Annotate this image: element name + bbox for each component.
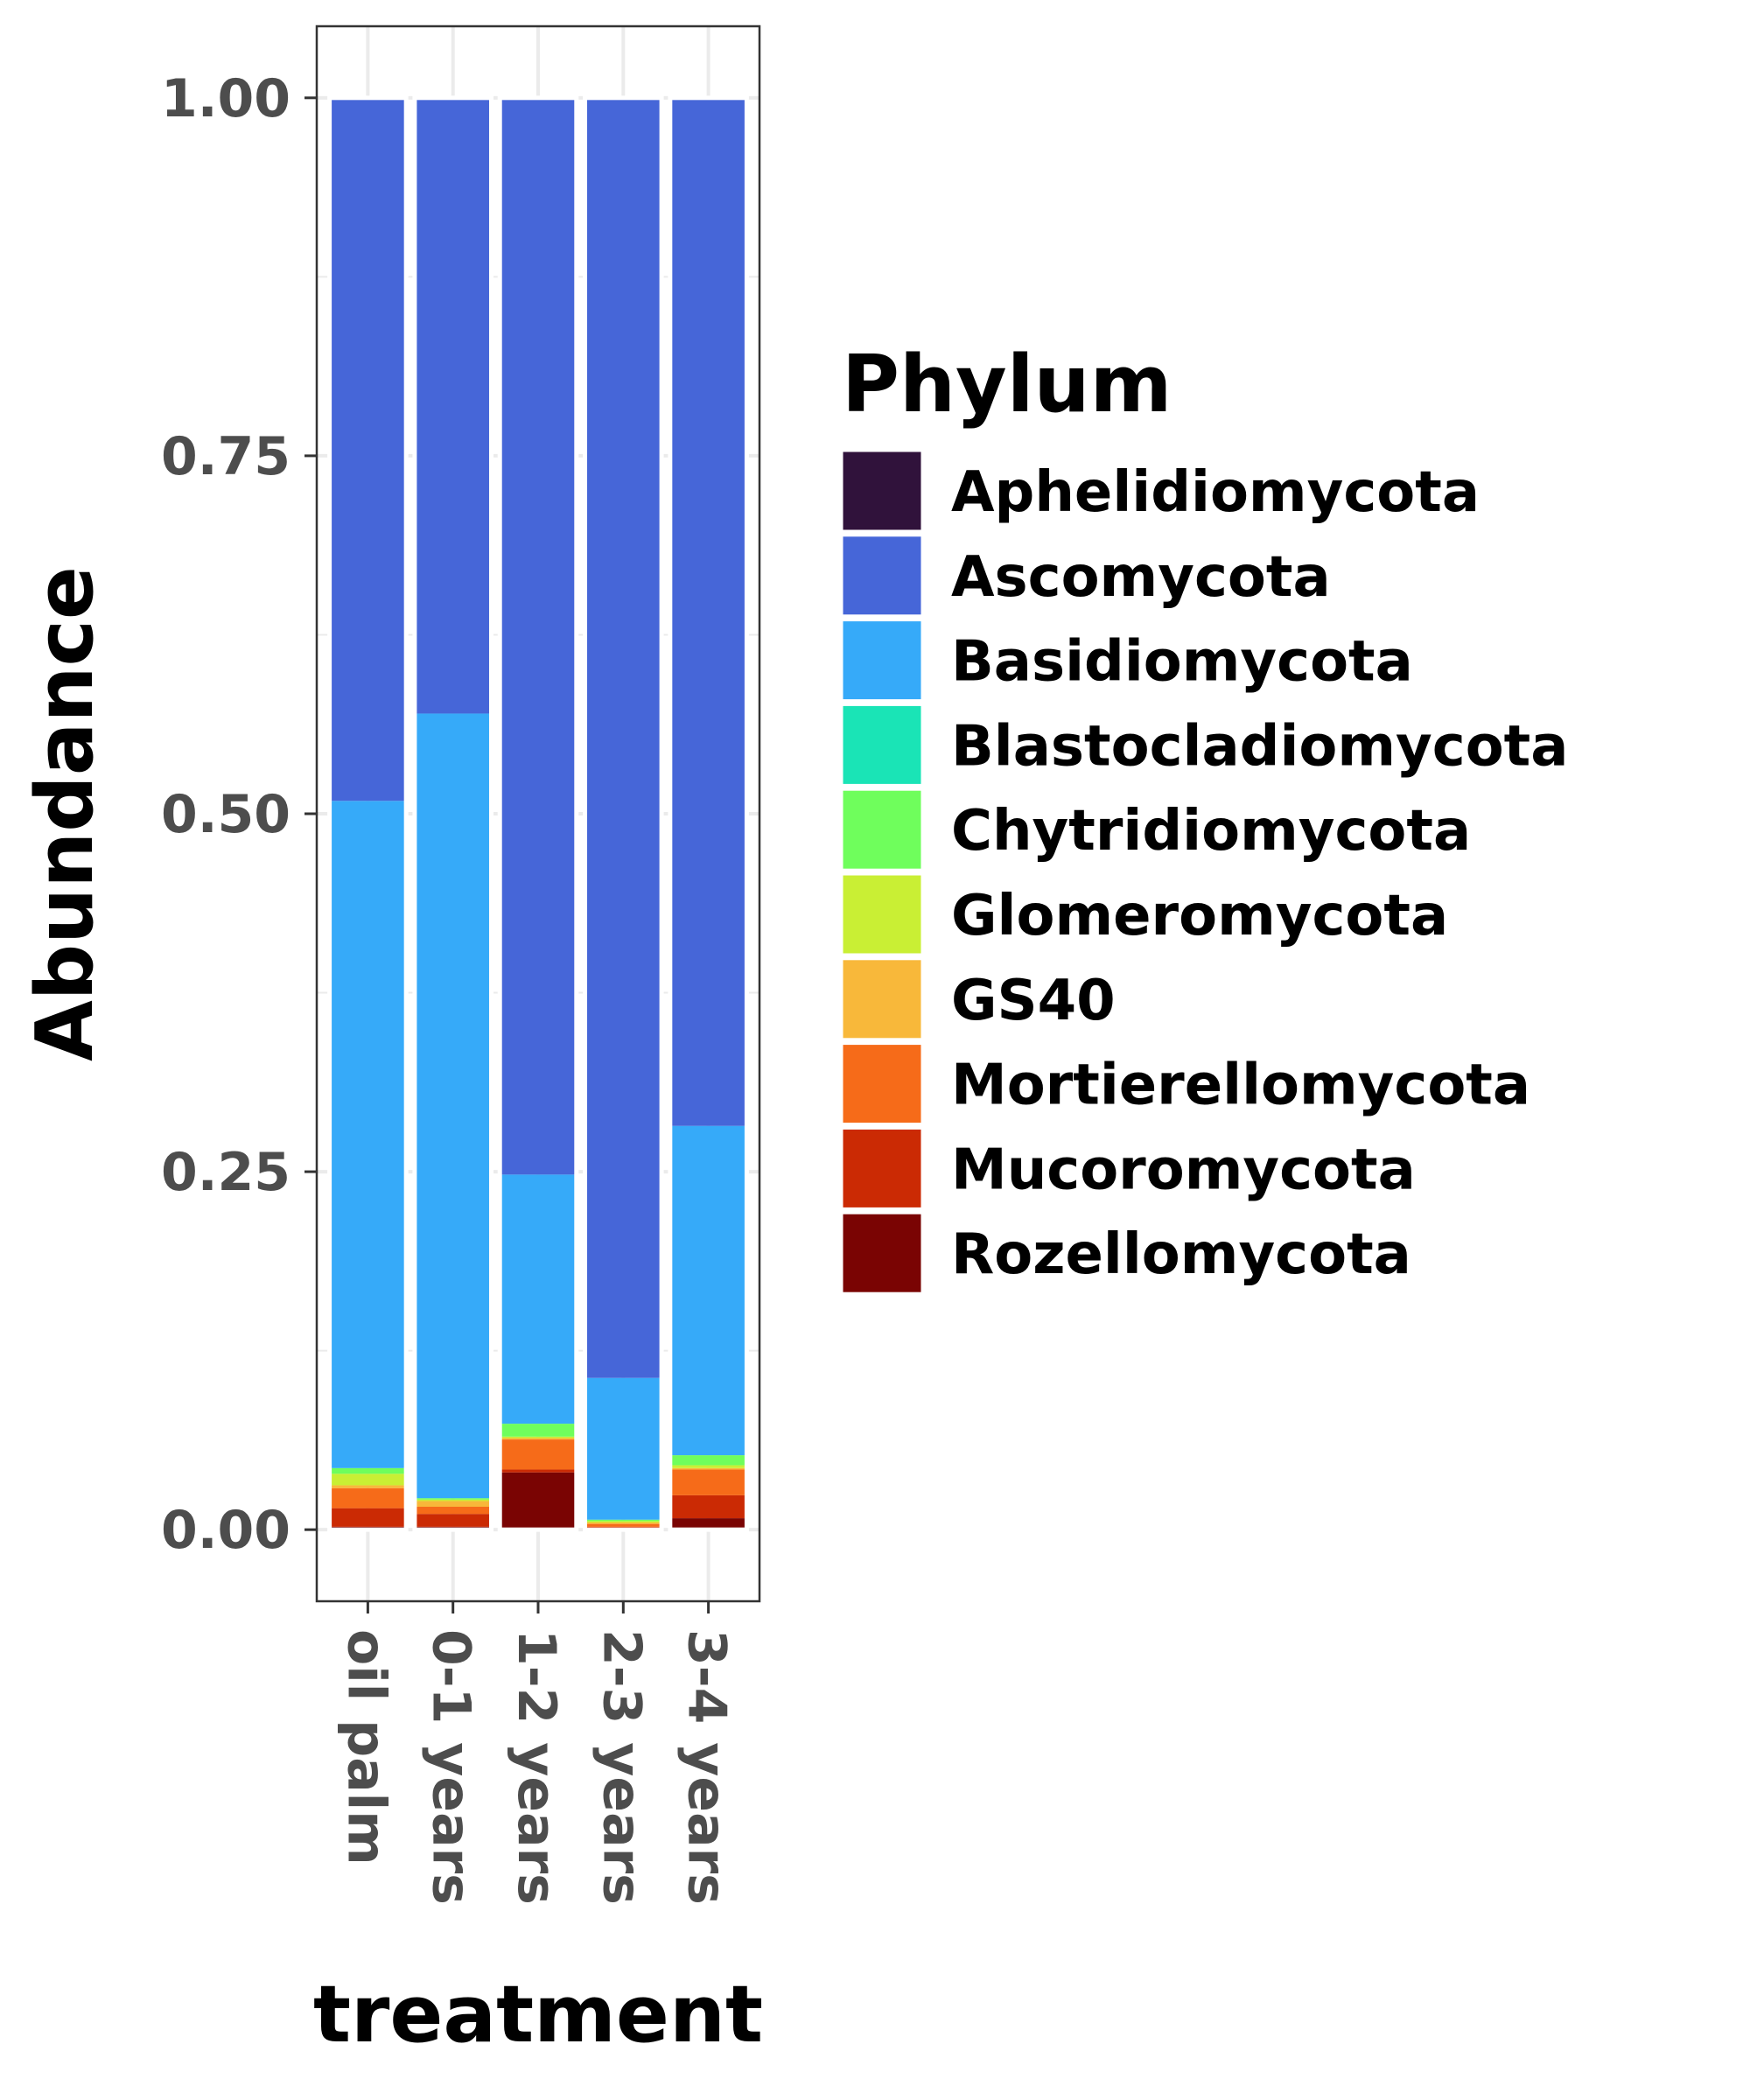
bar-segment [414, 713, 492, 1499]
bar-outline [412, 95, 494, 1532]
bar-segment [669, 1469, 747, 1495]
legend-key [840, 449, 924, 533]
legend-label: Aphelidiomycota [951, 460, 1480, 525]
x-tick-label: 0-1 years [421, 1629, 482, 1905]
bar-segment [500, 1469, 577, 1473]
y-axis-title: Abundance [19, 566, 111, 1061]
bar-segment [414, 1499, 492, 1502]
legend-label: Ascomycota [951, 545, 1331, 610]
bar-segment [669, 97, 747, 1126]
bar-segment [329, 1474, 407, 1486]
y-tick-label: 1.00 [161, 68, 290, 130]
legend-label: Glomeromycota [951, 884, 1448, 948]
legend-item: Basidiomycota [840, 619, 1413, 703]
bar-stack [412, 95, 494, 1532]
bar-stack [583, 95, 664, 1532]
legend-label: GS40 [951, 969, 1116, 1033]
bar-segment [669, 1125, 747, 1456]
bar-segment [584, 1523, 662, 1527]
bar-segment [329, 97, 407, 802]
legend-label: Basidiomycota [951, 630, 1413, 695]
bar-outline [583, 95, 664, 1532]
bar-segment [329, 1485, 407, 1488]
legend-label: Mucoromycota [951, 1138, 1416, 1202]
bar-segment [500, 1472, 577, 1530]
legend-item: Blastocladiomycota [840, 703, 1568, 787]
bar-segment [414, 1507, 492, 1515]
bar-segment [500, 1174, 577, 1424]
x-tick-label: 3-4 years [676, 1629, 738, 1905]
x-axis: oil palm 0-1 years 1-2 years 2-3 years 3-4 y… [335, 1601, 738, 1905]
x-tick-label: 1-2 years [506, 1629, 567, 1905]
bar-outline [668, 95, 749, 1532]
bar-segment [669, 1518, 747, 1530]
legend-key [840, 788, 924, 872]
legend-key [840, 703, 924, 787]
legend-item: GS40 [840, 957, 1116, 1041]
legend-key [840, 534, 924, 618]
bar-segment [500, 97, 577, 1175]
y-axis: 0.00 0.25 0.50 0.75 1.00 [161, 68, 317, 1561]
bar-segment [414, 1501, 492, 1507]
bar-segment [584, 1377, 662, 1520]
bar-segment [329, 801, 407, 1468]
bar-stack [668, 95, 749, 1532]
bar-segment [584, 1521, 662, 1522]
bar-stack [327, 95, 409, 1532]
legend-label: Blastocladiomycota [951, 714, 1568, 779]
bar-segment [329, 1508, 407, 1527]
x-tick-label: 2-3 years [591, 1629, 652, 1905]
legend-item: Rozellomycota [840, 1211, 1411, 1295]
bar-segment [584, 97, 662, 1378]
bar-segment [500, 1438, 577, 1440]
bar-segment [414, 1498, 492, 1500]
legend-item: Chytridiomycota [840, 788, 1471, 872]
bar-segment [669, 1455, 747, 1466]
bar-outline [327, 95, 409, 1532]
legend-label: Chytridiomycota [951, 799, 1471, 864]
legend-item: Ascomycota [840, 534, 1331, 618]
legend-key [840, 957, 924, 1041]
bars [327, 95, 749, 1532]
bar-segment [584, 1519, 662, 1522]
bar-segment [414, 97, 492, 714]
x-tick-label: oil palm [335, 1629, 396, 1866]
x-axis-title: treatment [313, 1969, 763, 2061]
legend-label: Mortierellomycota [951, 1054, 1530, 1118]
legend-key [840, 872, 924, 956]
legend-item: Glomeromycota [840, 872, 1448, 956]
bar-segment [414, 1514, 492, 1527]
bar-segment [329, 1488, 407, 1508]
legend-item: Aphelidiomycota [840, 449, 1480, 533]
bar-segment [500, 1436, 577, 1438]
bar-segment [329, 1467, 407, 1474]
legend-key [840, 1126, 924, 1210]
legend-title: Phylum [842, 339, 1172, 430]
bar-segment [500, 1424, 577, 1437]
bar-segment [584, 1522, 662, 1524]
legend-item: Mortierellomycota [840, 1042, 1530, 1126]
legend: Phylum Aphelidiomycota Ascomycota Basidiom… [840, 339, 1568, 1295]
bar-segment [500, 1439, 577, 1470]
y-tick-label: 0.00 [161, 1500, 290, 1561]
legend-label: Rozellomycota [951, 1222, 1411, 1287]
legend-item: Mucoromycota [840, 1126, 1416, 1210]
bar-outline [497, 95, 579, 1532]
bar-stack [497, 95, 579, 1532]
legend-key [840, 1042, 924, 1126]
bar-segment [669, 1467, 747, 1470]
y-tick-label: 0.25 [161, 1142, 290, 1203]
legend-key [840, 619, 924, 703]
y-tick-label: 0.50 [161, 784, 290, 845]
legend-key [840, 1211, 924, 1295]
bar-segment [669, 1465, 747, 1468]
bar-segment [669, 1494, 747, 1519]
y-tick-label: 0.75 [161, 426, 290, 487]
